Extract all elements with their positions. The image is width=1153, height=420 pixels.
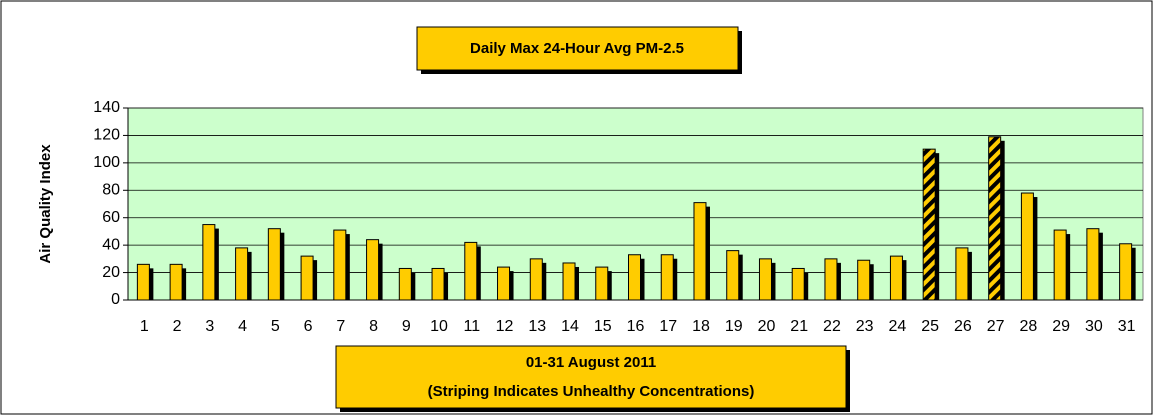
y-tick-label: 100	[93, 154, 120, 171]
x-tick-label: 27	[987, 318, 1005, 335]
x-tick-label: 19	[725, 318, 743, 335]
y-tick-label: 40	[102, 236, 120, 253]
bar	[464, 241, 478, 301]
x-axis-label: (Striping Indicates Unhealthy Concentrat…	[428, 383, 755, 400]
bar	[988, 136, 1002, 301]
x-tick-label: 21	[790, 318, 808, 335]
bar	[857, 259, 871, 301]
y-tick-label: 0	[111, 291, 120, 308]
bar	[1119, 243, 1133, 301]
xlabel-box: 01-31 August 2011 (Striping Indicates Un…	[335, 345, 850, 412]
bar	[791, 267, 805, 301]
bar	[922, 148, 936, 301]
y-tick-label: 20	[102, 264, 120, 281]
x-tick-label: 10	[430, 318, 448, 335]
title-frame	[416, 26, 739, 71]
bar	[366, 239, 380, 301]
x-tick-label: 17	[659, 318, 677, 335]
bar	[431, 267, 445, 301]
x-tick-label: 12	[496, 318, 514, 335]
bar	[758, 258, 772, 301]
title-box: Daily Max 24-Hour Avg PM-2.5	[416, 26, 742, 74]
bar	[202, 224, 216, 301]
x-tick-label: 23	[856, 318, 874, 335]
bar	[300, 255, 314, 301]
x-tick-label: 25	[921, 318, 939, 335]
bar	[136, 263, 150, 301]
bar	[889, 255, 903, 301]
x-tick-label: 13	[528, 318, 546, 335]
bar	[169, 263, 183, 301]
bar	[824, 258, 838, 301]
x-tick-label: 20	[758, 318, 776, 335]
bar	[529, 258, 543, 301]
bar	[628, 254, 641, 301]
x-tick-label: 29	[1052, 318, 1070, 335]
bar	[595, 266, 609, 301]
bar	[235, 247, 249, 301]
x-tick-label: 9	[402, 318, 411, 335]
x-axis-label: 01-31 August 2011	[526, 354, 656, 371]
bar	[955, 247, 969, 301]
y-tick-label: 80	[102, 182, 120, 199]
x-tick-label: 16	[627, 318, 645, 335]
x-tick-label: 8	[369, 318, 378, 335]
x-tick-label: 3	[205, 318, 214, 335]
bar	[660, 254, 674, 301]
x-tick-label: 18	[692, 318, 710, 335]
x-tick-label: 30	[1085, 318, 1103, 335]
bar	[1086, 228, 1100, 301]
x-tick-label: 31	[1118, 318, 1136, 335]
x-tick-label: 1	[140, 318, 149, 335]
bar	[497, 266, 511, 301]
bar	[726, 250, 740, 301]
chart-title: Daily Max 24-Hour Avg PM-2.5	[470, 40, 684, 57]
x-tick-label: 6	[304, 318, 313, 335]
bar	[693, 202, 707, 301]
x-tick-label: 7	[336, 318, 345, 335]
y-axis-label: Air Quality Index	[37, 144, 54, 264]
y-tick-label: 120	[93, 127, 120, 144]
bar	[333, 229, 347, 301]
x-tick-label: 22	[823, 318, 841, 335]
x-tick-label: 28	[1020, 318, 1038, 335]
x-tick-label: 4	[238, 318, 247, 335]
bar	[1020, 192, 1034, 301]
bar	[398, 267, 412, 301]
x-tick-label: 15	[594, 318, 612, 335]
xlabel-frame	[335, 345, 847, 409]
bar	[562, 262, 576, 301]
y-tick-label: 140	[93, 99, 120, 116]
x-tick-label: 26	[954, 318, 972, 335]
x-tick-label: 5	[271, 318, 280, 335]
x-tick-label: 2	[173, 318, 182, 335]
bar	[1053, 229, 1067, 301]
x-tick-label: 14	[561, 318, 579, 335]
y-tick-label: 60	[102, 209, 120, 226]
x-tick-label: 24	[889, 318, 907, 335]
x-tick-label: 11	[463, 318, 480, 335]
bar	[267, 228, 281, 301]
